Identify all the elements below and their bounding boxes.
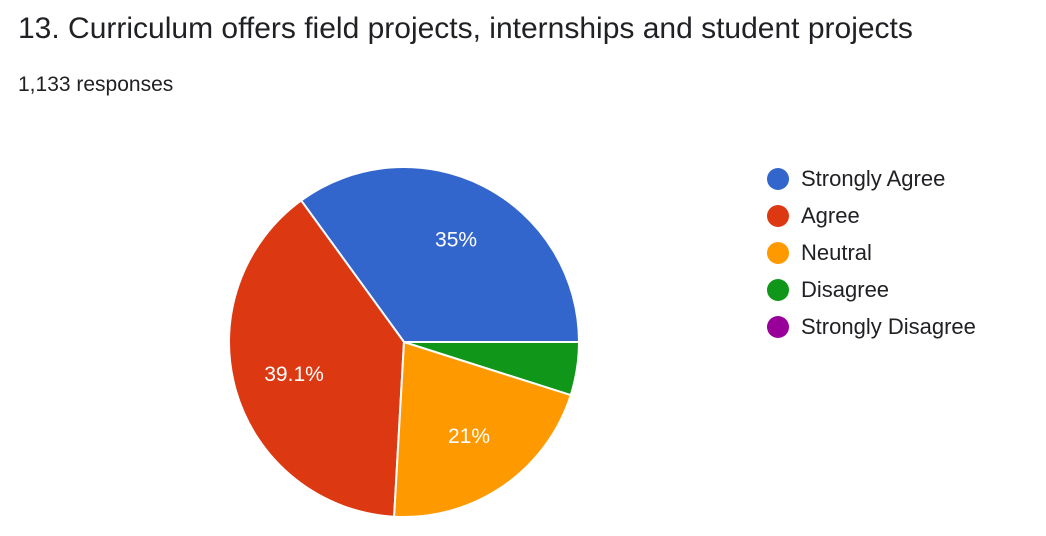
chart-legend: Strongly Agree Agree Neutral Disagree Strong…	[767, 160, 976, 345]
legend-label-strongly-agree: Strongly Agree	[801, 165, 946, 191]
legend-label-agree: Agree	[801, 202, 860, 228]
pie-slice-strongly-agree[interactable]	[299, 166, 581, 343]
pie-slice-labels: 35% 39.1% 21%	[264, 228, 490, 448]
legend-swatch-disagree	[767, 278, 789, 301]
legend-label-strongly-disagree: Strongly Disagree	[801, 313, 976, 339]
legend-item-neutral[interactable]: Neutral	[767, 234, 976, 271]
slice-label-strongly-agree: 35%	[435, 228, 477, 251]
question-title: 13. Curriculum offers field projects, in…	[18, 12, 913, 45]
legend-item-disagree[interactable]: Disagree	[767, 271, 976, 308]
legend-swatch-strongly-agree	[767, 167, 789, 190]
pie-slice-neutral[interactable]	[393, 340, 573, 518]
legend-label-neutral: Neutral	[801, 239, 872, 265]
pie-slice-agree[interactable]	[228, 199, 406, 518]
legend-swatch-agree	[767, 204, 789, 227]
slice-label-agree: 39.1%	[264, 363, 324, 386]
pie-slice-disagree[interactable]	[403, 341, 581, 397]
slice-label-neutral: 21%	[448, 425, 490, 448]
response-count: 1,133 responses	[18, 73, 174, 96]
legend-item-strongly-disagree[interactable]: Strongly Disagree	[767, 308, 976, 345]
pie-slices	[228, 166, 581, 518]
legend-label-disagree: Disagree	[801, 276, 890, 302]
legend-swatch-neutral	[767, 241, 789, 264]
legend-item-agree[interactable]: Agree	[767, 197, 976, 234]
legend-swatch-strongly-disagree	[767, 315, 789, 338]
legend-item-strongly-agree[interactable]: Strongly Agree	[767, 160, 976, 197]
